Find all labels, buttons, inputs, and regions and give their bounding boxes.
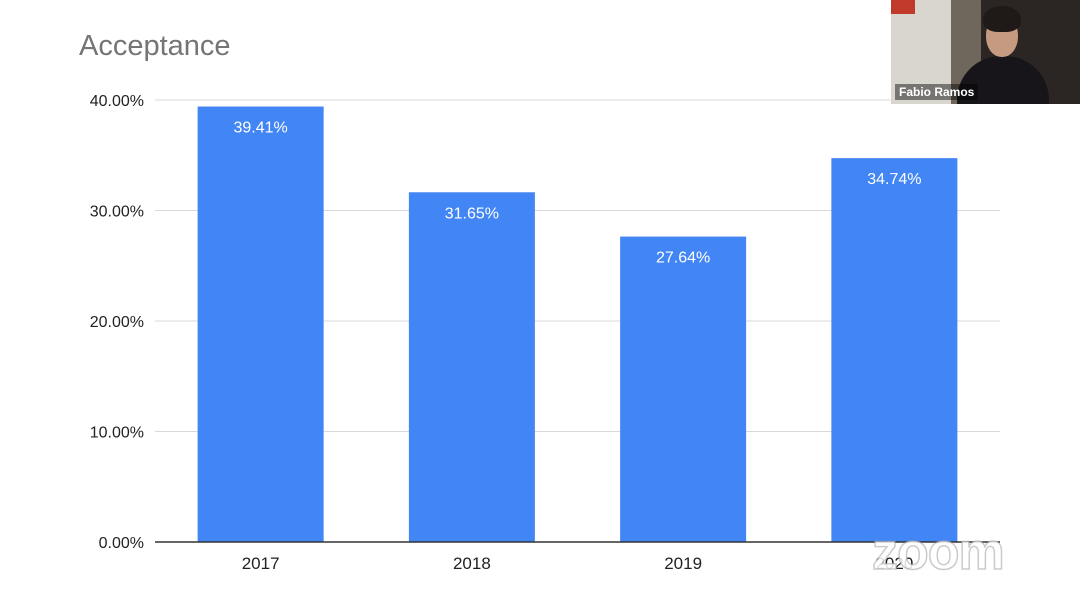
bar-value-label: 31.65% — [445, 205, 499, 222]
y-tick-label: 20.00% — [90, 314, 144, 331]
bar-2019 — [620, 236, 747, 542]
person-hair — [983, 6, 1021, 32]
bar-value-label: 39.41% — [233, 120, 287, 137]
bars — [197, 106, 958, 543]
x-axis-labels: 2017 2018 2019 2020 — [242, 554, 914, 573]
y-tick-label: 40.00% — [90, 93, 144, 110]
participant-name: Fabio Ramos — [895, 84, 979, 100]
participant-video[interactable]: Fabio Ramos — [891, 0, 1080, 104]
y-tick-label: 10.00% — [90, 425, 144, 442]
chart-title: Acceptance — [79, 30, 231, 62]
bar-2017 — [197, 106, 324, 542]
zoom-watermark: zoom — [871, 522, 1005, 582]
background-poster — [891, 0, 915, 14]
bar-2020 — [831, 158, 958, 543]
y-tick-label: 30.00% — [90, 204, 144, 221]
y-axis-labels: 0.00% 10.00% 20.00% 30.00% 40.00% — [90, 93, 144, 552]
x-tick-label: 2017 — [242, 554, 280, 573]
x-tick-label: 2020 — [875, 554, 913, 573]
background-wall — [891, 0, 951, 104]
x-tick-label: 2019 — [664, 554, 702, 573]
bar-value-label: 27.64% — [656, 250, 710, 267]
y-tick-label: 0.00% — [99, 535, 144, 552]
data-labels: 39.41% 31.65% 27.64% 34.74% — [233, 120, 921, 267]
x-tick-label: 2018 — [453, 554, 491, 573]
bar-value-label: 34.74% — [867, 171, 921, 188]
bar-2018 — [408, 192, 535, 542]
